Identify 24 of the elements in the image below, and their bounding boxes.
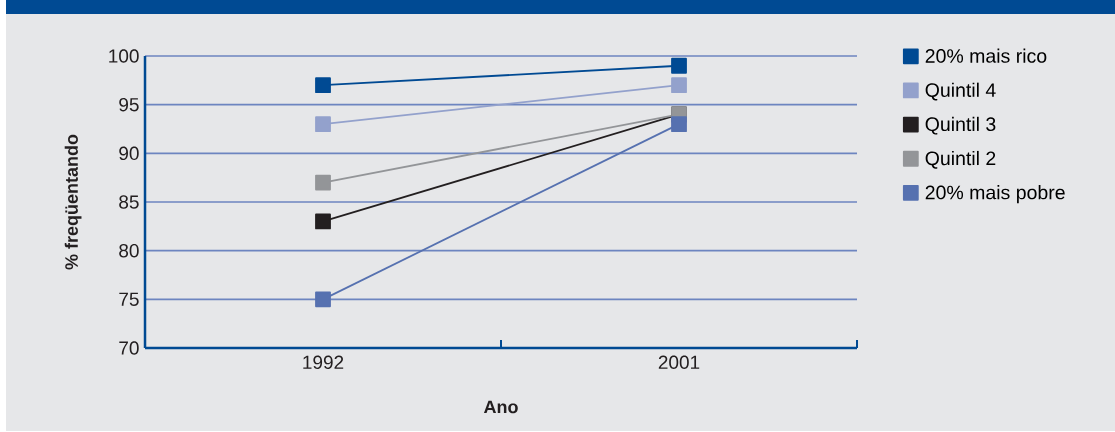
y-tick-label: 95 [119,97,139,112]
legend-label: Quintil 3 [925,116,996,135]
point [315,116,331,133]
y-tick-label: 90 [119,146,139,161]
y-tick-label: 85 [119,195,139,209]
point [671,57,687,74]
x-axis-title: Ano [483,400,518,414]
legend-label: 20% mais rico [925,48,1047,63]
point [315,77,331,94]
point [315,213,331,230]
y-axis-title: % freqüentando [64,134,82,270]
y-tick-label: 70 [119,341,139,355]
y-tick-label: 100 [109,49,139,63]
point [315,174,331,191]
point [315,291,331,308]
legend-label: 20% mais pobre [925,185,1065,204]
y-tick-label: 75 [119,292,139,306]
point [671,77,687,94]
legend-label: Quintil 4 [925,82,996,101]
point [671,116,687,133]
y-tick-label: 80 [119,243,139,258]
legend-label: Quintil 2 [925,150,996,169]
x-tick-label: 2001 [658,355,700,369]
x-tick-label: 1992 [303,355,344,369]
